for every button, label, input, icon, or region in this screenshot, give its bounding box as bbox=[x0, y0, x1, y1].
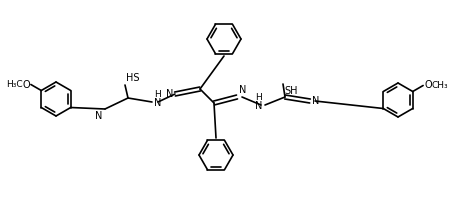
Text: H: H bbox=[255, 93, 262, 102]
Text: N: N bbox=[154, 98, 161, 108]
Text: HS: HS bbox=[126, 73, 139, 83]
Text: CH₃: CH₃ bbox=[430, 81, 447, 90]
Text: H₃C: H₃C bbox=[6, 80, 23, 89]
Text: N: N bbox=[94, 111, 102, 121]
Text: N: N bbox=[165, 89, 173, 99]
Text: O: O bbox=[423, 81, 431, 90]
Text: H: H bbox=[154, 90, 161, 99]
Text: O: O bbox=[22, 80, 30, 89]
Text: SH: SH bbox=[283, 86, 297, 96]
Text: N: N bbox=[239, 85, 246, 95]
Text: N: N bbox=[255, 101, 262, 111]
Text: N: N bbox=[311, 96, 319, 106]
